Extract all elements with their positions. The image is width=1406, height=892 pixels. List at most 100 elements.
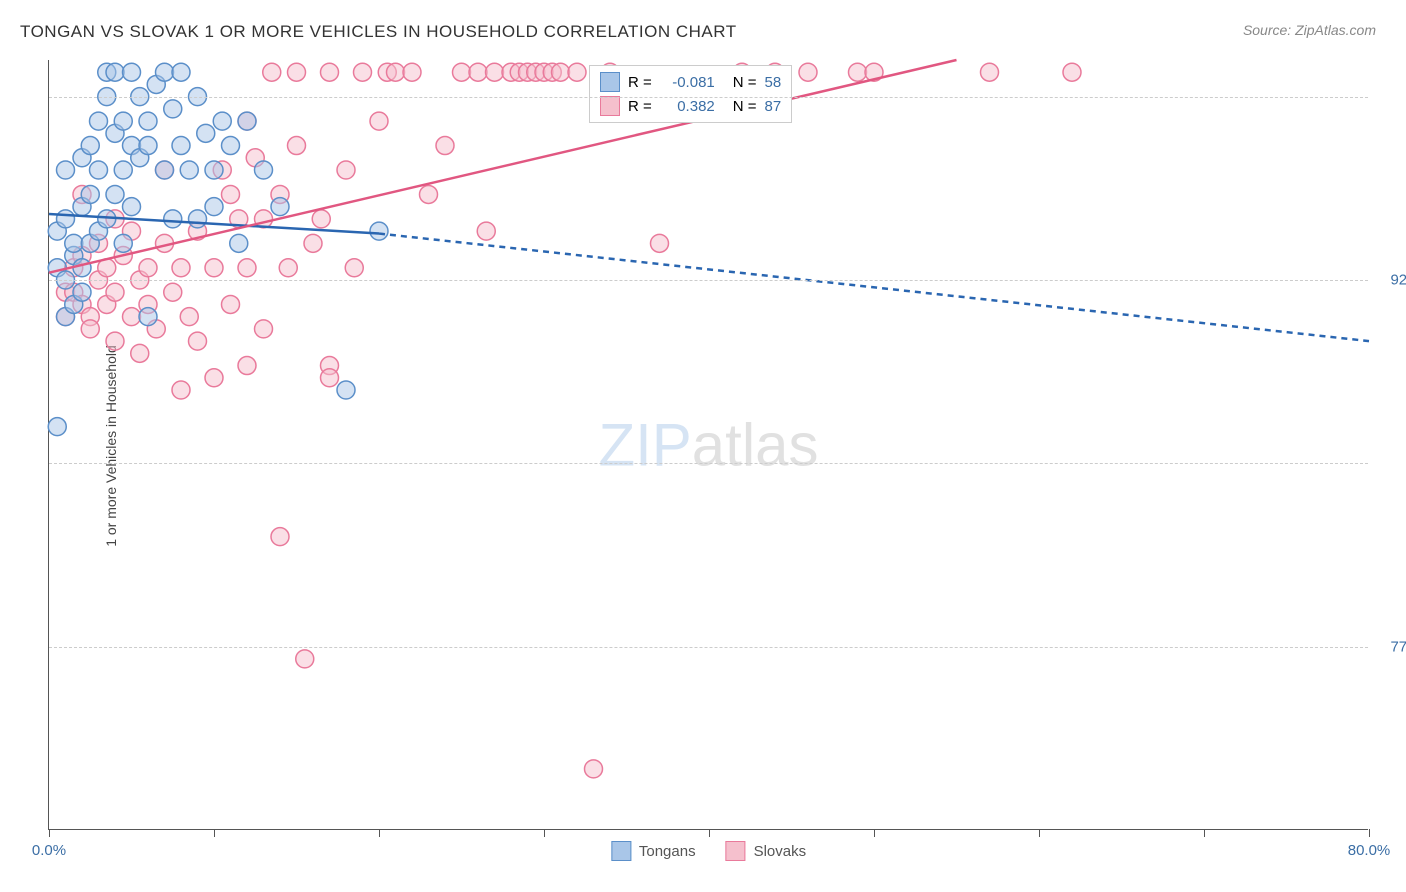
scatter-point: [238, 112, 256, 130]
plot-svg: [49, 60, 1368, 829]
scatter-point: [90, 112, 108, 130]
scatter-point: [585, 760, 603, 778]
r-label: R =: [628, 74, 652, 91]
scatter-point: [164, 210, 182, 228]
scatter-point: [139, 137, 157, 155]
scatter-point: [337, 381, 355, 399]
gridline: [49, 463, 1368, 464]
gridline: [49, 280, 1368, 281]
scatter-point: [205, 161, 223, 179]
r-value: 0.382: [660, 98, 715, 115]
scatter-point: [81, 185, 99, 203]
chart-title: TONGAN VS SLOVAK 1 OR MORE VEHICLES IN H…: [20, 22, 737, 42]
scatter-point: [205, 198, 223, 216]
scatter-point: [222, 185, 240, 203]
chart-container: TONGAN VS SLOVAK 1 OR MORE VEHICLES IN H…: [0, 0, 1406, 892]
scatter-point: [114, 234, 132, 252]
scatter-point: [48, 418, 66, 436]
x-tick: [1204, 829, 1205, 837]
x-tick: [49, 829, 50, 837]
legend-label: Tongans: [639, 843, 696, 860]
x-tick: [214, 829, 215, 837]
scatter-point: [552, 63, 570, 81]
scatter-point: [337, 161, 355, 179]
scatter-point: [799, 63, 817, 81]
source-label: Source: ZipAtlas.com: [1243, 22, 1376, 38]
scatter-point: [849, 63, 867, 81]
legend-label: Slovaks: [754, 843, 807, 860]
legend-stat-row: R = -0.081 N = 58: [600, 70, 781, 94]
scatter-point: [321, 63, 339, 81]
x-tick: [709, 829, 710, 837]
scatter-point: [81, 137, 99, 155]
scatter-point: [156, 161, 174, 179]
scatter-point: [180, 161, 198, 179]
scatter-point: [172, 63, 190, 81]
scatter-point: [370, 112, 388, 130]
scatter-point: [370, 222, 388, 240]
r-value: -0.081: [660, 74, 715, 91]
y-tick-label: 77.5%: [1390, 638, 1406, 655]
scatter-point: [222, 295, 240, 313]
x-tick-label: 80.0%: [1348, 842, 1391, 859]
scatter-point: [106, 332, 124, 350]
scatter-point: [651, 234, 669, 252]
legend-swatch: [611, 841, 631, 861]
scatter-point: [139, 259, 157, 277]
scatter-point: [123, 63, 141, 81]
scatter-point: [453, 63, 471, 81]
scatter-point: [73, 259, 91, 277]
n-label: N =: [733, 98, 757, 115]
scatter-point: [222, 137, 240, 155]
n-value: 87: [765, 98, 782, 115]
scatter-point: [189, 332, 207, 350]
scatter-point: [114, 161, 132, 179]
r-label: R =: [628, 98, 652, 115]
scatter-point: [238, 357, 256, 375]
scatter-point: [65, 234, 83, 252]
scatter-point: [403, 63, 421, 81]
scatter-point: [123, 198, 141, 216]
n-label: N =: [733, 74, 757, 91]
scatter-point: [73, 283, 91, 301]
scatter-point: [387, 63, 405, 81]
scatter-point: [106, 185, 124, 203]
y-tick-label: 92.5%: [1390, 272, 1406, 289]
scatter-point: [255, 161, 273, 179]
scatter-point: [213, 112, 231, 130]
scatter-point: [469, 63, 487, 81]
scatter-point: [288, 63, 306, 81]
scatter-point: [321, 369, 339, 387]
x-tick: [544, 829, 545, 837]
scatter-point: [486, 63, 504, 81]
x-tick: [1039, 829, 1040, 837]
scatter-point: [288, 137, 306, 155]
scatter-point: [123, 308, 141, 326]
x-tick: [1369, 829, 1370, 837]
scatter-point: [180, 308, 198, 326]
scatter-point: [436, 137, 454, 155]
scatter-point: [568, 63, 586, 81]
scatter-point: [197, 124, 215, 142]
scatter-point: [172, 381, 190, 399]
legend-swatch: [600, 72, 620, 92]
scatter-point: [139, 308, 157, 326]
scatter-point: [131, 344, 149, 362]
x-tick: [379, 829, 380, 837]
legend-item: Slovaks: [726, 841, 807, 861]
scatter-point: [189, 210, 207, 228]
scatter-point: [345, 259, 363, 277]
scatter-point: [255, 320, 273, 338]
scatter-point: [172, 137, 190, 155]
scatter-point: [312, 210, 330, 228]
x-tick-label: 0.0%: [32, 842, 66, 859]
scatter-point: [271, 528, 289, 546]
legend-swatch: [600, 96, 620, 116]
scatter-point: [156, 63, 174, 81]
scatter-point: [354, 63, 372, 81]
scatter-point: [230, 234, 248, 252]
scatter-point: [420, 185, 438, 203]
scatter-point: [205, 369, 223, 387]
scatter-point: [164, 283, 182, 301]
scatter-point: [238, 259, 256, 277]
